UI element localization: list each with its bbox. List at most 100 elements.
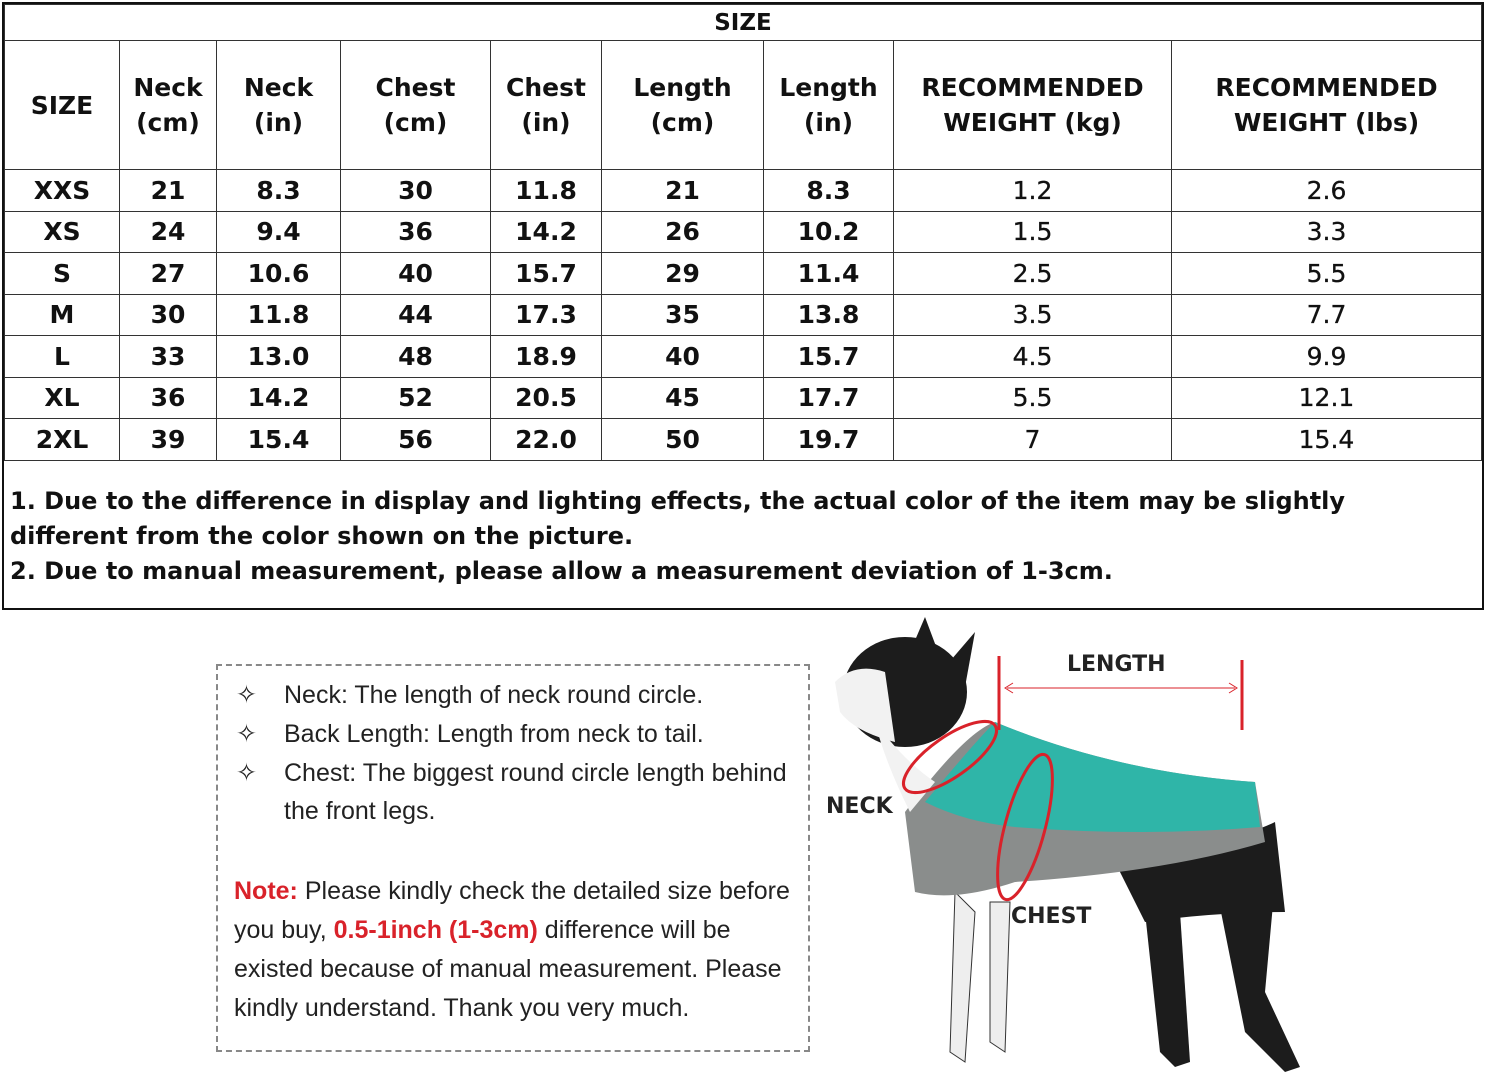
table-cell: 14.2 [490,210,602,253]
table-cell: 13.8 [763,293,894,336]
table-row: XXS 21 8.3 30 11.8 21 8.3 1.2 2.6 [4,169,1482,212]
chest-label: CHEST [1011,904,1092,929]
column-header-line: Chest [506,73,586,102]
table-cell: 17.7 [763,376,894,419]
table-cell: 9.9 [1171,335,1482,378]
table-cell: S [4,252,120,295]
table-cell: 3.5 [893,293,1172,336]
neck-label: NECK [826,794,893,819]
table-row: XL 36 14.2 52 20.5 45 17.7 5.5 12.1 [4,376,1482,419]
column-header-line: SIZE [30,90,94,120]
table-cell: 15.4 [216,418,341,461]
size-chart: SIZE SIZE Neck (cm) Neck (in) Chest (cm) Chest (… [2,2,1484,610]
dog-illustration [835,617,1300,1072]
note-highlight: 0.5-1inch (1-3cm) [333,916,538,944]
column-header: Length (in) [763,40,894,170]
table-cell: 30 [340,169,491,212]
table-cell: 8.3 [216,169,341,212]
table-cell: 1.5 [893,210,1172,253]
table-cell: 11.4 [763,252,894,295]
table-cell: 35 [601,293,764,336]
guide-chest: Chest: The biggest round circle length b… [284,759,787,825]
table-cell: 15.7 [763,335,894,378]
table-cell: 30 [119,293,217,336]
table-row: S 27 10.6 40 15.7 29 11.4 2.5 5.5 [4,252,1482,295]
table-cell: 40 [340,252,491,295]
table-cell: 39 [119,418,217,461]
table-cell: 24 [119,210,217,253]
note-part1: Please kindly check the detailed size be… [234,877,790,944]
column-header-line: Neck [243,73,314,102]
size-table: SIZE SIZE Neck (cm) Neck (in) Chest (cm) Chest (… [4,4,1482,461]
table-cell: 14.2 [216,376,341,419]
column-header: RECOMMENDED WEIGHT (kg) [893,40,1172,170]
table-cell: 44 [340,293,491,336]
table-cell: 3.3 [1171,210,1482,253]
table-cell: 10.6 [216,252,341,295]
table-cell: 1.2 [893,169,1172,212]
table-cell: XL [4,376,120,419]
table-cell: 50 [601,418,764,461]
length-label: LENGTH [1067,652,1166,677]
table-cell: 2.6 [1171,169,1482,212]
table-cell: 7 [893,418,1172,461]
column-header-line: (cm) [136,108,200,137]
column-header-line: Length [633,73,732,102]
table-cell: 22.0 [490,418,602,461]
column-header: Chest (cm) [340,40,491,170]
column-header: Neck (cm) [119,40,217,170]
column-header-line: Length [779,73,878,102]
table-cell: 11.8 [216,293,341,336]
dog-measurement-diagram: LENGTH NECK CHEST [815,612,1488,1084]
star-icon: ✧ [236,759,257,787]
table-cell: 40 [601,335,764,378]
star-icon: ✧ [236,720,257,748]
table-cell: 11.8 [490,169,602,212]
table-cell: 56 [340,418,491,461]
note-part2: difference will be existed because of ma… [234,916,782,1022]
column-header: SIZE [4,40,120,170]
table-cell: 15.4 [1171,418,1482,461]
table-cell: 10.2 [763,210,894,253]
table-cell: 33 [119,335,217,378]
table-cell: 5.5 [893,376,1172,419]
column-header-line: (cm) [650,108,715,137]
table-cell: 29 [601,252,764,295]
column-header: RECOMMENDED WEIGHT (lbs) [1171,40,1482,170]
table-cell: 18.9 [490,335,602,378]
table-cell: XS [4,210,120,253]
measurement-guide: ✧ Neck: The length of neck round circle.… [216,664,810,1052]
column-header-line: WEIGHT (kg) [943,108,1122,137]
table-cell: 13.0 [216,335,341,378]
header-row: SIZE Neck (cm) Neck (in) Chest (cm) Chest (in) Le… [4,40,1482,170]
note-label: Note: [234,877,298,905]
table-cell: 45 [601,376,764,419]
note-1: 1. Due to the difference in display and … [10,487,1346,550]
column-header-line: (in) [803,108,854,137]
column-header-line: (cm) [383,108,448,137]
table-cell: 21 [601,169,764,212]
column-header: Neck (in) [216,40,341,170]
table-cell: 8.3 [763,169,894,212]
note-2: 2. Due to manual measurement, please all… [10,557,1113,585]
column-header-line: RECOMMENDED [1215,73,1438,102]
guide-neck: Neck: The length of neck round circle. [284,681,704,709]
table-cell: 2.5 [893,252,1172,295]
column-header: Length (cm) [601,40,764,170]
table-cell: 48 [340,335,491,378]
table-cell: 20.5 [490,376,602,419]
column-header-line: (in) [253,108,304,137]
table-cell: 17.3 [490,293,602,336]
table-cell: 7.7 [1171,293,1482,336]
column-header-line: RECOMMENDED [921,73,1144,102]
table-cell: 26 [601,210,764,253]
table-cell: 15.7 [490,252,602,295]
star-icon: ✧ [236,681,257,709]
note-text: Note: Please kindly check the detailed s… [234,872,804,1028]
table-cell: 27 [119,252,217,295]
column-header-line: WEIGHT (lbs) [1233,108,1420,137]
table-cell: XXS [4,169,120,212]
table-row: XS 24 9.4 36 14.2 26 10.2 1.5 3.3 [4,210,1482,253]
column-header-line: Neck [133,73,203,102]
table-cell: M [4,293,120,336]
